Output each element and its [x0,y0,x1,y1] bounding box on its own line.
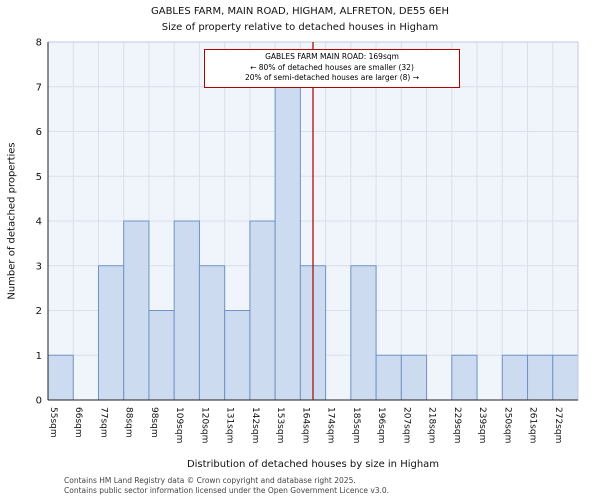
bar [198,265,226,401]
bar [400,354,428,401]
x-axis-label: Distribution of detached houses by size … [186,459,440,470]
marker-annotation-box: GABLES FARM MAIN ROAD: 169sqm ← 80% of d… [204,49,460,88]
annotation-larger-stat: 20% of semi-detached houses are larger (… [244,73,420,82]
x-tick-label: 207sqm [401,407,411,443]
x-tick-label: 272sqm [553,407,563,443]
x-tick-label: 261sqm [528,407,538,443]
bar [501,354,529,401]
bar [47,354,74,401]
x-tick-label: 131sqm [225,407,235,443]
y-tick-label: 7 [36,82,42,93]
bar [148,310,175,401]
y-tick-label: 3 [36,261,42,272]
annotation-property-size: GABLES FARM MAIN ROAD: 169sqm [265,52,399,61]
y-axis-label: Number of detached properties [6,142,18,300]
x-tick-label: 218sqm [427,407,437,443]
bar [224,310,251,401]
y-tick-label: 5 [36,172,42,183]
x-tick-label: 98sqm [149,407,159,438]
bar [274,86,301,401]
page-title: GABLES FARM, MAIN ROAD, HIGHAM, ALFRETON… [150,6,450,17]
bar [249,220,276,401]
x-tick-label: 120sqm [199,407,209,443]
y-tick-label: 8 [36,38,42,49]
x-tick-label: 153sqm [275,407,285,443]
x-tick-label: 77sqm [98,407,108,438]
x-tick-label: 239sqm [477,407,487,443]
x-tick-label: 174sqm [326,407,336,443]
x-tick-label: 196sqm [376,407,386,443]
y-tick-label: 0 [36,396,42,407]
y-tick-label: 1 [36,351,42,362]
bar [350,265,377,401]
bar [173,220,200,401]
x-tick-label: 164sqm [300,407,310,443]
footer-copyright-ogl: Contains public sector information licen… [64,486,390,495]
x-tick-label: 55sqm [48,407,58,438]
x-tick-label: 185sqm [351,407,361,443]
footer-copyright-hmlr: Contains HM Land Registry data © Crown c… [64,476,356,485]
x-tick-label: 142sqm [250,407,260,443]
y-tick-label: 4 [36,217,42,228]
y-tick-label: 6 [36,127,42,138]
chart-subtitle: Size of property relative to detached ho… [161,22,439,33]
bar [97,265,125,401]
bar [527,354,554,401]
y-tick-label: 2 [36,306,42,317]
x-tick-label: 229sqm [452,407,462,443]
x-tick-label: 66sqm [73,407,83,438]
bar [451,354,478,401]
x-tick-label: 88sqm [124,407,134,438]
x-tick-label: 109sqm [174,407,184,443]
bar [375,354,402,401]
bar [552,354,579,401]
annotation-smaller-stat: ← 80% of detached houses are smaller (32… [250,62,414,72]
x-tick-label: 250sqm [502,407,512,443]
bar [123,220,150,401]
